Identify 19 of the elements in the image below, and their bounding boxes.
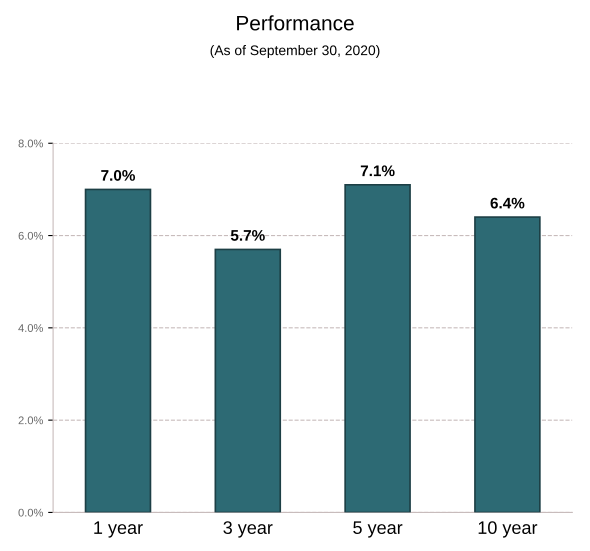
x-tick-label: 3 year [223, 521, 273, 538]
y-tick-label: 0.0% [18, 508, 43, 517]
y-tick-label: 4.0% [18, 324, 43, 332]
y-tick-label: 2.0% [18, 416, 43, 424]
data-label: 7.1% [360, 165, 395, 176]
bar [84, 188, 152, 512]
bar [214, 248, 282, 512]
bar [344, 184, 411, 512]
data-label: 5.7% [230, 230, 265, 241]
x-tick-label: 1 year [94, 521, 143, 538]
x-tick-label: 5 year [353, 521, 402, 538]
data-label: 6.4% [490, 198, 524, 209]
y-tick-label: 6.0% [18, 232, 43, 240]
data-label: 7.0% [101, 170, 136, 181]
chart-subtitle: (As of September 30, 2020) [210, 45, 380, 58]
chart-title: Performance [237, 15, 354, 31]
y-tick-label: 8.0% [18, 140, 43, 148]
x-tick-label: 10 year [478, 521, 538, 538]
bar [474, 216, 541, 512]
